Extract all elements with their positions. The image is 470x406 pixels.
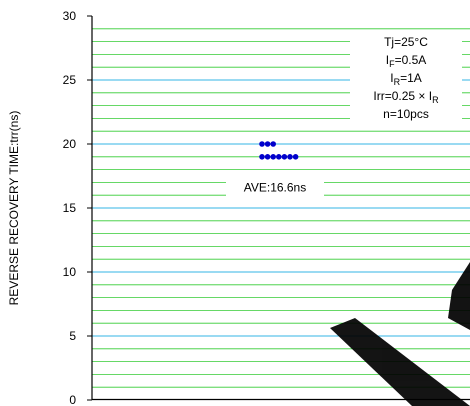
data-point <box>264 141 271 147</box>
data-point <box>292 154 299 160</box>
conditions-annotation: Tj=25°C IF=0.5A IR=1A Irr=0.25 × IR n=10pcs <box>350 30 462 128</box>
y-tick-labels: 0 5 10 15 20 25 30 <box>63 9 92 406</box>
data-point <box>281 154 288 160</box>
y-tick-label: 15 <box>63 201 77 215</box>
average-annotation: AVE:16.6ns <box>226 175 324 198</box>
y-tick-label: 30 <box>63 9 77 23</box>
condition-line: n=10pcs <box>383 107 429 121</box>
y-axis-label: REVERSE RECOVERY TIME:trr(ns) <box>7 111 21 306</box>
data-point <box>259 141 265 147</box>
y-tick-label: 0 <box>69 393 76 406</box>
y-tick-label: 5 <box>69 329 76 343</box>
y-tick-label: 25 <box>63 73 77 87</box>
condition-line: IF=0.5A <box>386 53 427 69</box>
data-point <box>287 154 293 160</box>
data-point <box>276 154 282 160</box>
condition-line: Tj=25°C <box>384 35 428 49</box>
condition-line: IR=1A <box>390 71 422 87</box>
data-point <box>264 154 271 160</box>
data-points <box>259 141 299 160</box>
condition-line: Irr=0.25 × IR <box>373 89 439 105</box>
y-tick-label: 20 <box>63 137 77 151</box>
data-point <box>270 141 277 147</box>
average-box <box>226 175 324 198</box>
y-tick-label: 10 <box>63 265 77 279</box>
average-label: AVE:16.6ns <box>244 181 306 195</box>
conditions-box <box>350 30 462 128</box>
data-point <box>259 154 265 160</box>
data-point <box>270 154 277 160</box>
decorative-watermark <box>330 262 470 406</box>
